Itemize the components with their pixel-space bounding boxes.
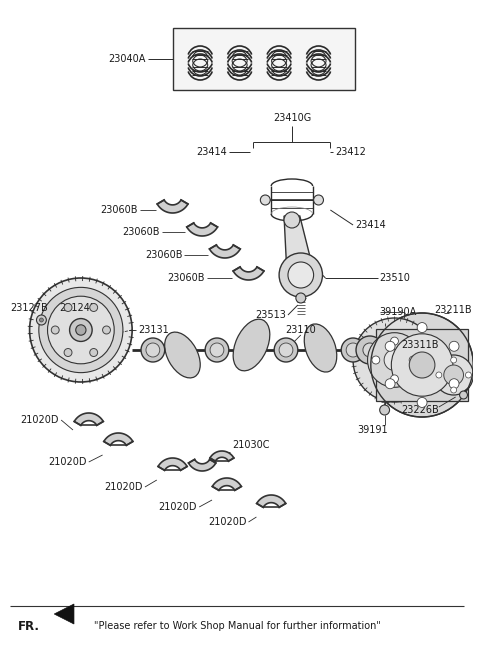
Text: 21020D: 21020D: [48, 457, 87, 467]
Circle shape: [380, 405, 390, 415]
Text: 23513: 23513: [255, 310, 286, 320]
Circle shape: [451, 387, 456, 393]
Circle shape: [205, 338, 229, 362]
Polygon shape: [376, 329, 468, 401]
Circle shape: [466, 372, 471, 378]
Polygon shape: [212, 478, 241, 490]
Ellipse shape: [165, 332, 200, 378]
Circle shape: [288, 262, 313, 288]
Circle shape: [90, 304, 97, 312]
Circle shape: [346, 343, 360, 357]
Circle shape: [39, 318, 43, 322]
Circle shape: [368, 333, 421, 387]
Circle shape: [313, 195, 324, 205]
Bar: [173, 28, 355, 90]
Polygon shape: [233, 267, 264, 280]
Circle shape: [296, 293, 306, 303]
Polygon shape: [209, 245, 240, 258]
Circle shape: [48, 297, 114, 364]
Circle shape: [385, 341, 395, 351]
Polygon shape: [104, 433, 133, 445]
Polygon shape: [284, 216, 314, 275]
Circle shape: [417, 398, 427, 407]
Text: 23060B: 23060B: [145, 250, 182, 260]
Circle shape: [409, 352, 435, 378]
Text: 23410G: 23410G: [273, 113, 311, 123]
Circle shape: [444, 365, 464, 385]
Circle shape: [459, 391, 468, 399]
Circle shape: [103, 326, 110, 334]
Polygon shape: [158, 458, 187, 470]
Ellipse shape: [233, 319, 270, 371]
Circle shape: [70, 319, 92, 341]
Text: 21020D: 21020D: [159, 502, 197, 512]
Text: 23311B: 23311B: [401, 340, 439, 350]
Circle shape: [451, 357, 456, 363]
Circle shape: [64, 348, 72, 356]
Circle shape: [64, 304, 72, 312]
Text: 23110: 23110: [286, 325, 316, 335]
Text: 23414: 23414: [196, 147, 227, 157]
Circle shape: [279, 253, 323, 297]
Circle shape: [391, 337, 398, 345]
Circle shape: [274, 338, 298, 362]
Polygon shape: [74, 413, 103, 425]
Text: 23040A: 23040A: [108, 54, 146, 64]
Circle shape: [449, 341, 459, 351]
Text: 23131: 23131: [138, 325, 169, 335]
Circle shape: [90, 348, 97, 356]
Circle shape: [371, 313, 473, 417]
Circle shape: [417, 323, 427, 333]
Circle shape: [341, 338, 365, 362]
Text: 23060B: 23060B: [122, 227, 160, 237]
Circle shape: [449, 379, 459, 389]
Circle shape: [260, 195, 270, 205]
Circle shape: [141, 338, 165, 362]
Text: 21020D: 21020D: [21, 415, 59, 425]
Ellipse shape: [304, 324, 337, 372]
Circle shape: [391, 375, 398, 383]
Text: 23412: 23412: [336, 147, 366, 157]
Text: 23211B: 23211B: [434, 305, 471, 315]
Polygon shape: [257, 495, 286, 507]
Text: 23060B: 23060B: [101, 205, 138, 215]
Circle shape: [279, 343, 293, 357]
Circle shape: [356, 336, 384, 364]
Polygon shape: [189, 459, 216, 471]
Circle shape: [36, 315, 47, 325]
Circle shape: [391, 334, 453, 396]
Circle shape: [39, 287, 123, 373]
Circle shape: [409, 356, 417, 364]
Text: 21020D: 21020D: [105, 482, 143, 492]
Circle shape: [363, 343, 377, 357]
Circle shape: [434, 355, 473, 395]
Text: 39191: 39191: [358, 425, 388, 435]
Circle shape: [284, 212, 300, 228]
Text: 23124B: 23124B: [59, 303, 97, 313]
Text: 23060B: 23060B: [168, 273, 205, 283]
Text: 23226B: 23226B: [401, 405, 439, 415]
Circle shape: [385, 379, 395, 389]
Text: 21020D: 21020D: [208, 517, 247, 527]
Text: 23510: 23510: [380, 273, 410, 283]
Circle shape: [51, 326, 59, 334]
Polygon shape: [54, 604, 74, 624]
Text: FR.: FR.: [18, 619, 40, 632]
Polygon shape: [187, 223, 217, 236]
Circle shape: [30, 278, 132, 382]
Polygon shape: [210, 451, 234, 461]
Circle shape: [210, 343, 224, 357]
Circle shape: [372, 356, 380, 364]
Circle shape: [353, 318, 436, 402]
Text: 21030C: 21030C: [232, 440, 269, 450]
Text: 39190A: 39190A: [380, 307, 417, 317]
Text: 23414: 23414: [355, 220, 386, 230]
Circle shape: [146, 343, 160, 357]
Circle shape: [436, 372, 442, 378]
Circle shape: [384, 350, 405, 371]
Circle shape: [76, 325, 86, 335]
Text: 23127B: 23127B: [10, 303, 48, 313]
Polygon shape: [157, 200, 188, 213]
Text: "Please refer to Work Shop Manual for further information": "Please refer to Work Shop Manual for fu…: [94, 621, 381, 631]
